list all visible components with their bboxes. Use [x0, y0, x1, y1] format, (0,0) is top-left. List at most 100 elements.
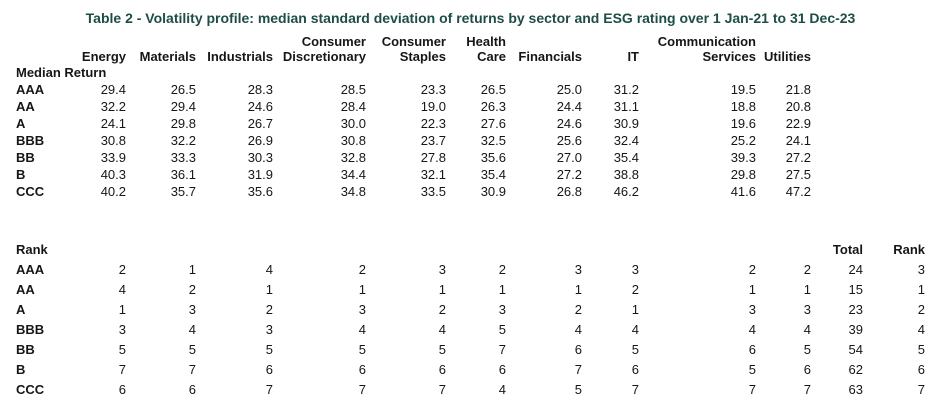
median-value-it: 35.4 — [613, 150, 639, 165]
rank-value-utilities: 4 — [803, 322, 811, 337]
rating-label: B — [16, 167, 26, 182]
total-value: 62 — [848, 362, 863, 377]
total-value: 23 — [848, 302, 863, 317]
median-value-financials: 25.0 — [556, 82, 582, 97]
rank-value-industrials: 6 — [265, 362, 273, 377]
median-value-energy: 30.8 — [100, 133, 126, 148]
median-row-b: B 40.3 36.1 31.9 34.4 32.1 35.4 27.2 38.8 29.8 27.… — [16, 166, 925, 183]
rank-value-financials: 2 — [574, 302, 582, 317]
median-value-consumer-discretionary: 30.0 — [340, 116, 366, 131]
rank-value-energy: 2 — [118, 262, 126, 277]
header-spacer-total — [811, 30, 863, 64]
median-row-bbb: BBB 30.8 32.2 26.9 30.8 23.7 32.5 25.6 32.4 25.2 2… — [16, 132, 925, 149]
rating-label: BB — [16, 150, 35, 165]
median-value-consumer-staples: 23.7 — [420, 133, 446, 148]
median-value-materials: 33.3 — [170, 150, 196, 165]
median-value-consumer-staples: 22.3 — [420, 116, 446, 131]
section-gap — [16, 200, 925, 240]
median-value-industrials: 24.6 — [247, 99, 273, 114]
median-value-consumer-staples: 19.0 — [420, 99, 446, 114]
rank-value-materials: 6 — [188, 382, 196, 397]
median-value-industrials: 31.9 — [247, 167, 273, 182]
rank-value-utilities: 5 — [803, 342, 811, 357]
column-header-energy: Energy — [81, 49, 126, 64]
rank-value-utilities: 6 — [803, 362, 811, 377]
median-value-consumer-discretionary: 30.8 — [340, 133, 366, 148]
rank-value-it: 2 — [631, 282, 639, 297]
median-value-financials: 24.6 — [556, 116, 582, 131]
overall-rank-value: 4 — [917, 322, 925, 337]
table-body: Median Return AAA 29.4 26.5 28.3 28.5 23.3 26.5… — [16, 64, 925, 400]
total-value: 39 — [848, 322, 863, 337]
median-value-financials: 27.2 — [556, 167, 582, 182]
rank-value-consumer-staples: 2 — [438, 302, 446, 317]
median-value-energy: 33.9 — [100, 150, 126, 165]
rank-value-communication-services: 6 — [748, 342, 756, 357]
rank-value-financials: 7 — [574, 362, 582, 377]
column-header-financials: Financials — [518, 49, 582, 64]
rank-value-energy: 4 — [118, 282, 126, 297]
rank-row-bb: BB 5 5 5 5 5 7 6 5 6 5 54 5 — [16, 340, 925, 360]
empty-cell — [273, 240, 366, 260]
median-value-materials: 32.2 — [170, 133, 196, 148]
rank-value-consumer-staples: 7 — [438, 382, 446, 397]
overall-rank-value: 1 — [917, 282, 925, 297]
section-row-rank: Rank Total Rank — [16, 240, 925, 260]
empty-cell — [196, 240, 273, 260]
rank-value-financials: 3 — [574, 262, 582, 277]
median-row-aaa: AAA 29.4 26.5 28.3 28.5 23.3 26.5 25.0 31.2 19.5 2… — [16, 81, 925, 98]
median-value-consumer-staples: 23.3 — [420, 82, 446, 97]
rank-value-materials: 7 — [188, 362, 196, 377]
rank-value-consumer-discretionary: 7 — [358, 382, 366, 397]
rank-value-consumer-staples: 4 — [438, 322, 446, 337]
median-value-utilities: 27.2 — [785, 150, 811, 165]
median-value-consumer-staples: 33.5 — [420, 184, 446, 199]
rank-value-communication-services: 1 — [748, 282, 756, 297]
column-header-consumer-staples: Consumer Staples — [381, 34, 446, 64]
rank-value-consumer-discretionary: 5 — [358, 342, 366, 357]
rating-label: A — [16, 302, 26, 317]
rank-value-it: 5 — [631, 342, 639, 357]
median-value-it: 46.2 — [613, 184, 639, 199]
column-header-rank: Rank — [893, 242, 925, 257]
section-label-median: Median Return — [16, 65, 107, 80]
median-value-industrials: 26.9 — [247, 133, 273, 148]
column-header-health-care: Health Care — [466, 34, 506, 64]
rank-value-utilities: 7 — [803, 382, 811, 397]
rank-value-industrials: 5 — [265, 342, 273, 357]
empty-cell — [863, 132, 925, 149]
total-value: 24 — [848, 262, 863, 277]
median-value-utilities: 47.2 — [785, 184, 811, 199]
median-value-materials: 29.4 — [170, 99, 196, 114]
median-value-utilities: 20.8 — [785, 99, 811, 114]
median-value-utilities: 24.1 — [785, 133, 811, 148]
rank-value-consumer-discretionary: 6 — [358, 362, 366, 377]
rank-row-a: A 1 3 2 3 2 3 2 1 3 3 23 2 — [16, 300, 925, 320]
rating-label: CCC — [16, 382, 45, 397]
median-value-consumer-discretionary: 34.8 — [340, 184, 366, 199]
column-header-it: IT — [627, 49, 639, 64]
rank-value-health-care: 7 — [498, 342, 506, 357]
empty-cell — [863, 98, 925, 115]
rank-value-health-care: 1 — [498, 282, 506, 297]
rank-value-communication-services: 4 — [748, 322, 756, 337]
empty-cell — [756, 240, 811, 260]
rank-row-bbb: BBB 3 4 3 4 4 5 4 4 4 4 39 4 — [16, 320, 925, 340]
median-value-industrials: 26.7 — [247, 116, 273, 131]
median-value-health-care: 27.6 — [480, 116, 506, 131]
rating-label: AAA — [16, 82, 45, 97]
median-value-health-care: 32.5 — [480, 133, 506, 148]
rank-value-consumer-staples: 6 — [438, 362, 446, 377]
rating-label: BBB — [16, 322, 45, 337]
rank-value-financials: 5 — [574, 382, 582, 397]
column-header-materials: Materials — [139, 49, 196, 64]
total-value: 54 — [848, 342, 863, 357]
header-spacer-rank — [863, 30, 925, 64]
rank-value-it: 4 — [631, 322, 639, 337]
rank-value-consumer-discretionary: 1 — [358, 282, 366, 297]
rank-value-consumer-discretionary: 2 — [358, 262, 366, 277]
section-row-median: Median Return — [16, 64, 925, 81]
volatility-table: Energy Materials Industrials Consumer Discr… — [16, 30, 925, 400]
rank-value-consumer-staples: 3 — [438, 262, 446, 277]
median-value-materials: 26.5 — [170, 82, 196, 97]
